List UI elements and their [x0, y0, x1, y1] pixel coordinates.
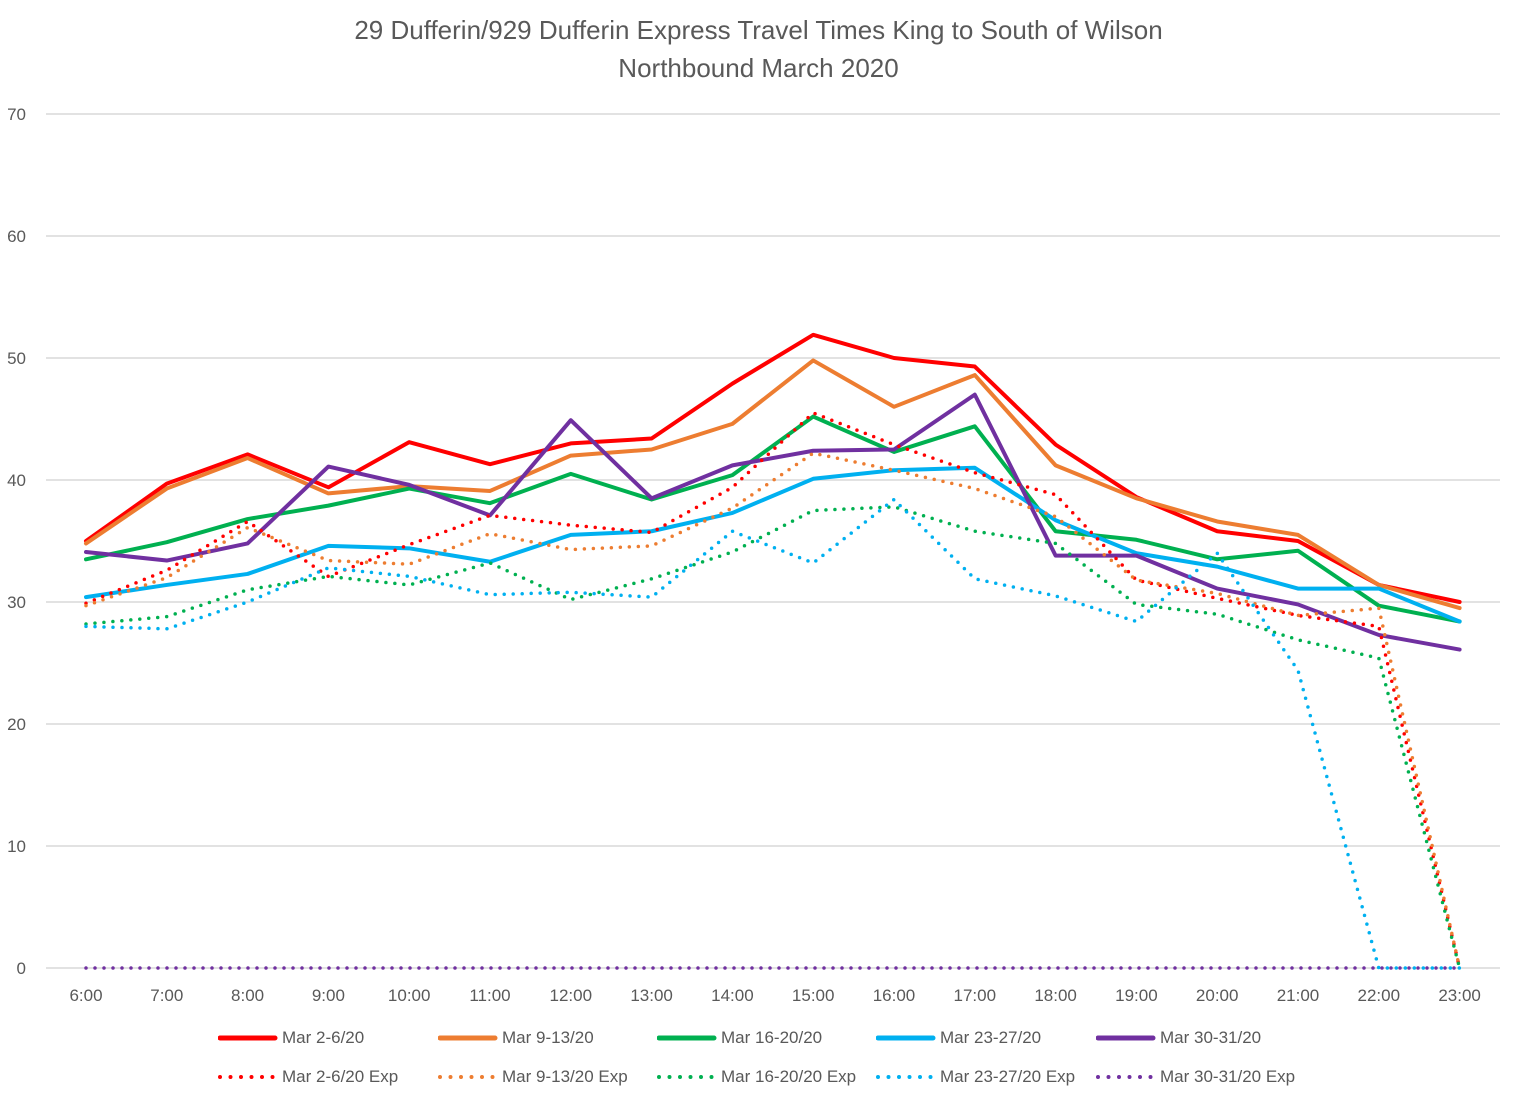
x-tick-label: 16:00	[873, 986, 916, 1005]
x-tick-label: 18:00	[1034, 986, 1077, 1005]
legend-item: Mar 9-13/20	[438, 1024, 594, 1052]
x-tick-label: 12:00	[550, 986, 593, 1005]
chart-subtitle: Northbound March 2020	[618, 53, 899, 83]
series-line-mar-9-13-20-exp	[84, 451, 1462, 970]
x-tick-label: 20:00	[1196, 986, 1239, 1005]
series-lines	[84, 332, 1462, 970]
series-line-mar-23-27-20	[84, 465, 1462, 624]
series-line-mar-30-31-20	[84, 392, 1462, 652]
x-axis-ticks: 6:00 7:00 8:00 9:00 10:00 11:00 12:00 13:00 14:0…	[69, 986, 1480, 1005]
y-axis-ticks: 0 10 20 30 40 50 60 70	[7, 105, 26, 978]
x-tick-label: 19:00	[1115, 986, 1158, 1005]
x-tick-label: 23:00	[1438, 986, 1481, 1005]
x-tick-label: 14:00	[711, 986, 754, 1005]
legend-item: Mar 23-27/20	[876, 1024, 1041, 1052]
legend-label: Mar 2-6/20 Exp	[282, 1067, 399, 1086]
y-tick-label: 50	[7, 349, 26, 368]
y-tick-label: 60	[7, 227, 26, 246]
legend-label: Mar 30-31/20	[1160, 1028, 1262, 1047]
series-line-mar-16-20-20	[84, 414, 1462, 624]
legend-swatch-icon	[657, 1072, 716, 1082]
legend-label: Mar 16-20/20	[721, 1028, 823, 1047]
series-line-mar-9-13-20	[84, 358, 1462, 611]
x-tick-label: 15:00	[792, 986, 835, 1005]
legend-label: Mar 9-13/20	[502, 1028, 594, 1047]
legend-label: Mar 30-31/20 Exp	[1160, 1067, 1296, 1086]
legend-item: Mar 16-20/20	[657, 1024, 822, 1052]
series-line-mar-16-20-20-exp	[84, 505, 1462, 970]
legend-item: Mar 23-27/20 Exp	[876, 1063, 1075, 1091]
y-tick-label: 0	[17, 959, 26, 978]
series-line-mar-2-6-20-exp	[84, 411, 1462, 970]
legend-label: Mar 9-13/20 Exp	[502, 1067, 628, 1086]
x-tick-label: 10:00	[388, 986, 431, 1005]
legend-swatch-icon	[438, 1033, 498, 1043]
x-tick-label: 21:00	[1277, 986, 1320, 1005]
x-tick-label: 8:00	[231, 986, 264, 1005]
legend-item: Mar 2-6/20	[218, 1024, 364, 1052]
legend-item: Mar 9-13/20 Exp	[438, 1063, 628, 1091]
y-tick-label: 40	[7, 471, 26, 490]
legend-swatch-icon	[876, 1033, 936, 1043]
y-tick-label: 30	[7, 593, 26, 612]
x-tick-label: 17:00	[954, 986, 997, 1005]
legend-label: Mar 16-20/20 Exp	[721, 1067, 857, 1086]
legend-swatch-icon	[218, 1072, 277, 1082]
legend-item: Mar 16-20/20 Exp	[657, 1063, 856, 1091]
series-line-mar-23-27-20-exp	[84, 497, 1462, 970]
legend-swatch-icon	[438, 1072, 497, 1082]
series-line-mar-2-6-20	[84, 332, 1462, 604]
y-tick-label: 70	[7, 105, 26, 124]
x-tick-label: 7:00	[150, 986, 183, 1005]
legend-swatch-icon	[876, 1072, 935, 1082]
legend-swatch-icon	[1096, 1072, 1155, 1082]
legend-label: Mar 2-6/20	[282, 1028, 365, 1047]
legend-label: Mar 23-27/20	[940, 1028, 1042, 1047]
x-tick-label: 11:00	[469, 986, 510, 1005]
y-tick-label: 10	[7, 837, 26, 856]
chart-title: 29 Dufferin/929 Dufferin Express Travel …	[354, 15, 1163, 45]
y-tick-label: 20	[7, 715, 26, 734]
x-tick-label: 9:00	[312, 986, 345, 1005]
legend-swatch-icon	[1096, 1033, 1156, 1043]
legend-item: Mar 2-6/20 Exp	[218, 1063, 398, 1091]
legend-item: Mar 30-31/20	[1096, 1024, 1261, 1052]
legend: Mar 2-6/20 Mar 9-13/20 Mar 16-20/20 Mar 23-…	[0, 1022, 1517, 1092]
legend-swatch-icon	[657, 1033, 717, 1043]
legend-item: Mar 30-31/20 Exp	[1096, 1063, 1295, 1091]
legend-label: Mar 23-27/20 Exp	[940, 1067, 1076, 1086]
legend-swatch-icon	[218, 1033, 278, 1043]
x-tick-label: 13:00	[630, 986, 673, 1005]
gridlines	[46, 113, 1500, 969]
x-tick-label: 22:00	[1358, 986, 1401, 1005]
x-tick-label: 6:00	[69, 986, 102, 1005]
